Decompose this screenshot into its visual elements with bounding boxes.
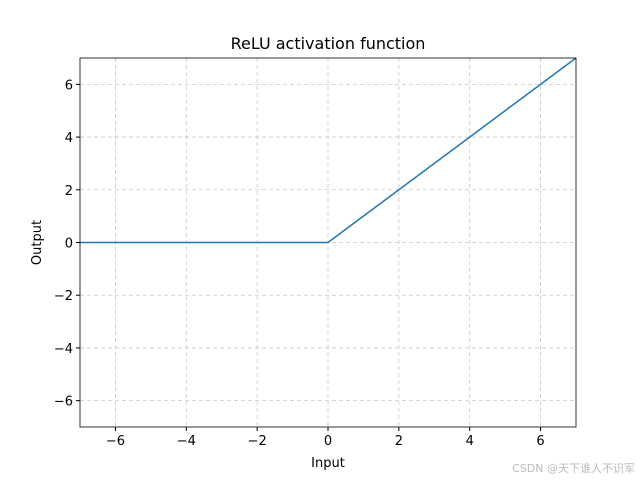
x-tick-label: −6: [106, 434, 125, 449]
x-tick-label: −4: [177, 434, 196, 449]
x-tick-label: 0: [324, 434, 332, 449]
chart-title: ReLU activation function: [231, 34, 426, 53]
y-axis-label: Output: [30, 220, 45, 265]
y-tick-label: −4: [54, 342, 73, 357]
watermark: CSDN @天下谁人不识军: [512, 462, 635, 475]
x-tick-label: 4: [466, 434, 474, 449]
y-tick-label: −2: [54, 289, 73, 304]
y-tick-label: −6: [54, 395, 73, 410]
y-tick-label: 2: [65, 184, 73, 199]
x-tick-label: 2: [395, 434, 403, 449]
x-axis-label: Input: [311, 456, 345, 471]
y-tick-label: 4: [65, 131, 73, 146]
line: [80, 57, 577, 244]
x-tick-label: 6: [536, 434, 544, 449]
y-tick-label: 6: [65, 78, 73, 93]
y-tick-label: 0: [65, 237, 73, 252]
x-tick-label: −2: [248, 434, 267, 449]
plot-frame: [79, 57, 577, 428]
